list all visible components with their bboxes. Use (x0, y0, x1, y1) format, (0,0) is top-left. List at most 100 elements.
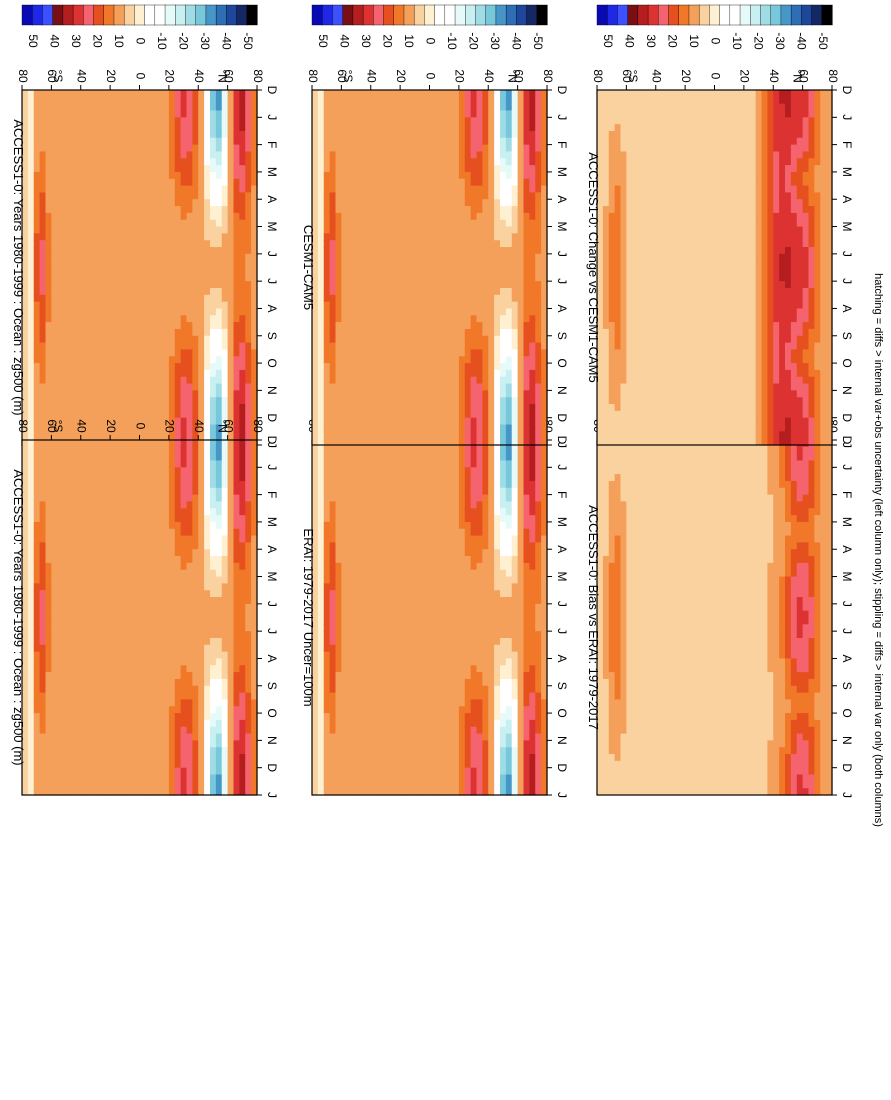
heatmap-cell (80, 90, 88, 98)
heatmap-cell (22, 583, 29, 591)
heatmap-cell (86, 342, 94, 351)
heatmap-cell (227, 760, 235, 769)
heatmap-cell (157, 740, 164, 748)
heatmap-cell (45, 219, 52, 228)
heatmap-cell (98, 665, 105, 673)
heatmap-cell (45, 624, 52, 632)
heatmap-cell (121, 549, 129, 557)
heatmap-cell (329, 562, 337, 571)
heatmap-cell (227, 137, 235, 146)
heatmap-cell (86, 685, 94, 694)
heatmap-cell (312, 644, 319, 653)
heatmap-cell (251, 301, 258, 310)
heatmap-cell (127, 117, 135, 125)
heatmap-cell (145, 178, 152, 187)
heatmap-cell (251, 508, 258, 516)
heatmap-cell (27, 110, 35, 118)
heatmap-cell (33, 144, 41, 153)
heatmap-cell (168, 542, 176, 550)
heatmap-cell (388, 590, 395, 598)
heatmap-cell (239, 631, 246, 639)
heatmap-cell (151, 144, 158, 153)
heatmap-cell (239, 151, 246, 159)
heatmap-cell (69, 658, 76, 666)
heatmap-cell (157, 556, 164, 564)
heatmap-cell (215, 685, 223, 694)
heatmap-cell (98, 535, 105, 544)
heatmap-cell (45, 247, 52, 255)
heatmap-cell (33, 521, 41, 530)
heatmap-cell (347, 480, 354, 489)
heatmap-cell (180, 308, 188, 316)
heatmap-cell (210, 158, 217, 166)
heatmap-cell (388, 508, 395, 516)
heatmap-cell (57, 103, 64, 112)
heatmap-cell (86, 610, 94, 619)
heatmap-cell (39, 124, 47, 132)
heatmap-cell (168, 206, 176, 214)
heatmap-cell (204, 390, 211, 398)
heatmap-cell (33, 192, 41, 200)
heatmap-cell (98, 474, 105, 482)
heatmap-cell (27, 328, 35, 337)
heatmap-cell (364, 740, 372, 748)
heatmap-cell (168, 144, 176, 153)
heatmap-cell (116, 110, 123, 118)
heatmap-cell (198, 328, 205, 337)
heatmap-cell (198, 287, 205, 296)
heatmap-cell (104, 610, 111, 619)
heatmap-cell (210, 103, 217, 112)
heatmap-cell (227, 726, 235, 735)
heatmap-cell (92, 226, 99, 234)
heatmap-cell (341, 767, 348, 776)
heatmap-cell (180, 713, 188, 721)
heatmap-cell (80, 96, 88, 105)
heatmap-cell (98, 308, 105, 316)
heatmap-cell (145, 328, 152, 337)
heatmap-cell (104, 349, 111, 357)
heatmap-cell (57, 535, 64, 544)
heatmap-cell (227, 124, 235, 132)
heatmap-cell (186, 590, 193, 598)
heatmap-cell (45, 726, 52, 735)
heatmap-cell (251, 342, 258, 351)
heatmap-cell (22, 308, 29, 316)
heatmap-cell (98, 726, 105, 735)
heatmap-cell (186, 631, 193, 639)
heatmap-cell (341, 672, 348, 680)
heatmap-cell (133, 733, 141, 741)
heatmap-cell (239, 96, 246, 105)
heatmap-cell (245, 178, 252, 187)
heatmap-cell (168, 335, 176, 344)
heatmap-cell (145, 603, 152, 612)
heatmap-cell (27, 658, 35, 666)
heatmap-cell (51, 685, 58, 694)
heatmap-cell (86, 665, 94, 673)
heatmap-cell (163, 658, 170, 666)
heatmap-cell (204, 767, 211, 776)
heatmap-cell (370, 685, 378, 694)
heatmap-cell (121, 274, 129, 282)
heatmap-cell (27, 240, 35, 248)
heatmap-cell (22, 699, 29, 707)
heatmap-cell (133, 719, 141, 728)
heatmap-cell (69, 678, 76, 687)
heatmap-cell (145, 487, 152, 496)
heatmap-cell (227, 117, 235, 125)
heatmap-cell (168, 678, 176, 687)
heatmap-cell (239, 130, 246, 139)
heatmap-cell (127, 754, 135, 762)
heatmap-cell (239, 767, 246, 776)
heatmap-cell (86, 274, 94, 282)
heatmap-cell (204, 597, 211, 605)
heatmap-cell (163, 96, 170, 105)
heatmap-cell (22, 528, 29, 537)
heatmap-cell (110, 747, 117, 755)
heatmap-cell (376, 562, 384, 571)
heatmap-cell (347, 542, 354, 550)
heatmap-cell (80, 349, 88, 357)
heatmap-cell (198, 294, 205, 303)
heatmap-cell (27, 199, 35, 207)
heatmap-cell (382, 474, 389, 482)
